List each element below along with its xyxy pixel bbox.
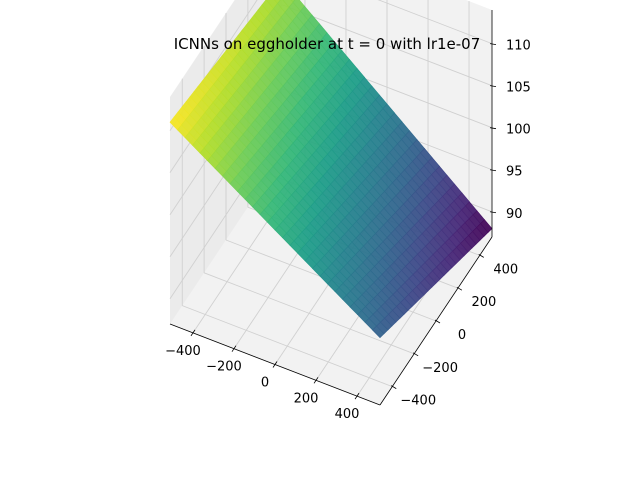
z-tick-mark [489,43,497,46]
z-tick-mark [489,169,497,172]
z-tick-mark [489,211,497,214]
y-tick-mark [434,319,441,324]
x-tick-label: −200 [206,360,242,375]
surface-patch [372,325,385,339]
surface-mesh [169,0,493,339]
tick-labels: −400 −200 0 200 400 −400 −200 0 200 400 90 95 100 105… [165,39,531,423]
grid-line-z-back [281,4,493,87]
y-tick-mark [478,254,484,258]
z-tick-mark [489,127,497,130]
z-tick-label: 100 [506,123,531,138]
grid-line-y-floor [203,272,415,355]
x-tick-label: 0 [261,376,269,391]
y-tick-mark [391,385,397,389]
x-tick-label: 200 [294,391,319,406]
x-tick-mark [272,361,278,368]
chart-title: ICNNs on eggholder at t = 0 with lr1e-07 [174,35,481,53]
y-tick-label: −200 [422,361,458,376]
y-tick-mark [412,352,419,357]
grid-line-y-floor [182,305,393,388]
y-tick-label: 400 [493,262,518,277]
x-tick-mark [313,377,319,384]
z-tick-mark [489,85,497,88]
y-tick-label: 200 [471,295,496,310]
grid-line-z-back [377,0,493,45]
x-tick-mark [354,392,360,400]
y-tick-label: 0 [458,328,466,343]
z-tick-label: 90 [506,207,523,222]
z-tick-label: 105 [506,81,531,96]
axis-lines [169,10,497,406]
z-tick-label: 95 [506,165,523,180]
surface-patch [290,0,296,3]
x-tick-mark [231,345,237,352]
y-tick-mark [456,286,463,291]
z-tick-label: 110 [506,39,531,54]
x-tick-label: −400 [165,344,201,359]
y-tick-label: −400 [400,394,436,409]
x-tick-label: 400 [335,407,360,422]
x-tick-mark [190,329,196,337]
